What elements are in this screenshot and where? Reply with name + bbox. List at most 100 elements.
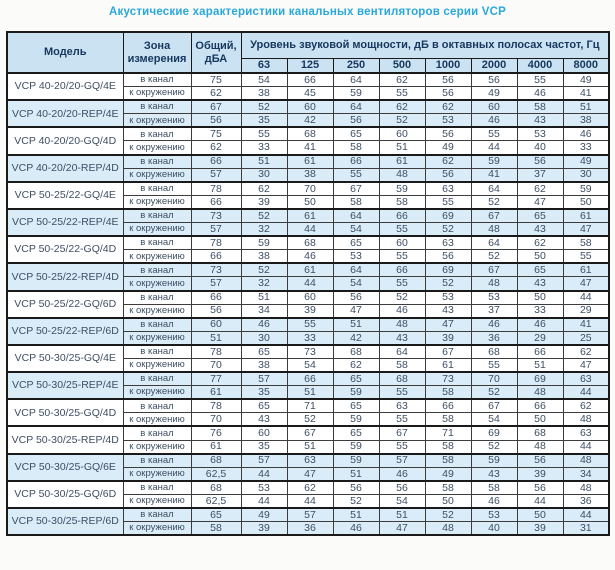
- level-cell: 52: [470, 249, 518, 264]
- level-cell: 47: [516, 194, 564, 210]
- level-cell: 56: [424, 72, 472, 88]
- level-cell: 47: [562, 357, 610, 373]
- level-cell: 66: [516, 343, 564, 359]
- level-cell: 49: [562, 153, 610, 169]
- level-cell: 51: [240, 289, 288, 305]
- table-row: VCP 50-25/22-GQ/4D в канал 78 59 68 65 60 63 64 6…: [6, 235, 610, 264]
- level-cell: 59: [470, 452, 518, 468]
- level-cell: 63: [286, 452, 334, 468]
- level-cell: 32: [240, 276, 288, 291]
- table-row: VCP 50-25/22-REP/4E в канал 73 52 61 64 66 69 67…: [6, 207, 610, 237]
- level-cell: 55: [378, 276, 426, 291]
- level-cell: 64: [378, 343, 426, 359]
- level-cell: 70: [470, 371, 518, 387]
- model-cell: VCP 50-30/25-GQ/6D: [6, 479, 124, 509]
- total-dba-cell: 57: [190, 167, 242, 183]
- level-cell: 65: [240, 398, 288, 414]
- level-cell: 64: [470, 180, 518, 196]
- level-cell: 47: [562, 222, 610, 237]
- total-dba-cell: 73: [190, 262, 242, 278]
- level-cell: 55: [470, 357, 518, 373]
- level-cell: 56: [516, 479, 564, 495]
- zone-cell: к окружению: [122, 303, 192, 319]
- zone-cell: к окружению: [122, 86, 192, 101]
- level-cell: 54: [378, 493, 426, 509]
- level-cell: 56: [332, 113, 380, 128]
- level-cell: 50: [562, 194, 610, 210]
- header-row-main: Модель Зона измерения Общий, дБА Уровень…: [6, 31, 610, 74]
- zone-cell: в канал: [122, 425, 192, 441]
- level-cell: 58: [424, 452, 472, 468]
- model-cell: VCP 50-30/25-GQ/6E: [6, 452, 124, 482]
- level-cell: 68: [332, 343, 380, 359]
- level-cell: 66: [516, 398, 564, 414]
- level-cell: 47: [286, 466, 334, 482]
- header-freq-500: 500: [378, 57, 426, 74]
- level-cell: 55: [378, 385, 426, 400]
- level-cell: 65: [516, 207, 564, 224]
- level-cell: 36: [562, 493, 610, 509]
- level-cell: 54: [332, 276, 380, 291]
- table-row: VCP 50-30/25-REP/4E в канал 77 57 66 65 68 73 70…: [6, 371, 610, 400]
- level-cell: 59: [240, 235, 288, 251]
- level-cell: 47: [332, 303, 380, 319]
- level-cell: 59: [378, 180, 426, 196]
- level-cell: 63: [378, 398, 426, 414]
- level-cell: 31: [562, 521, 610, 536]
- level-cell: 65: [332, 126, 380, 142]
- level-cell: 68: [470, 343, 518, 359]
- zone-cell: в канал: [122, 316, 192, 332]
- level-cell: 38: [562, 113, 610, 128]
- total-dba-cell: 66: [190, 289, 242, 305]
- level-cell: 36: [286, 521, 334, 536]
- level-cell: 58: [424, 412, 472, 427]
- level-cell: 47: [424, 316, 472, 332]
- level-cell: 62: [562, 398, 610, 414]
- acoustic-characteristics-table: Модель Зона измерения Общий, дБА Уровень…: [6, 31, 611, 537]
- zone-cell: в канал: [122, 398, 192, 414]
- zone-cell: к окружению: [122, 222, 192, 237]
- total-dba-cell: 62,5: [190, 466, 242, 482]
- level-cell: 53: [516, 126, 564, 142]
- level-cell: 43: [516, 276, 564, 291]
- level-cell: 65: [332, 235, 380, 251]
- level-cell: 54: [332, 222, 380, 237]
- total-dba-cell: 68: [190, 479, 242, 495]
- level-cell: 58: [332, 194, 380, 210]
- level-cell: 38: [286, 167, 334, 183]
- table-row: VCP 50-30/25-GQ/4D в канал 78 65 71 65 63 66 67 6…: [6, 398, 610, 427]
- zone-cell: в канал: [122, 371, 192, 387]
- level-cell: 51: [286, 385, 334, 400]
- level-cell: 62: [424, 99, 472, 115]
- level-cell: 59: [332, 452, 380, 468]
- level-cell: 55: [378, 439, 426, 455]
- level-cell: 61: [562, 262, 610, 278]
- level-cell: 30: [562, 167, 610, 183]
- level-cell: 39: [424, 330, 472, 346]
- level-cell: 43: [424, 303, 472, 319]
- level-cell: 42: [286, 113, 334, 128]
- total-dba-cell: 75: [190, 72, 242, 88]
- total-dba-cell: 61: [190, 385, 242, 400]
- level-cell: 60: [378, 126, 426, 142]
- zone-cell: к окружению: [122, 385, 192, 400]
- total-dba-cell: 70: [190, 357, 242, 373]
- level-cell: 35: [240, 385, 288, 400]
- level-cell: 56: [424, 167, 472, 183]
- total-dba-cell: 77: [190, 371, 242, 387]
- table-row: VCP 50-30/25-REP/6D в канал 65 49 57 51 51 52 53…: [6, 506, 610, 536]
- level-cell: 32: [240, 222, 288, 237]
- level-cell: 69: [424, 262, 472, 278]
- level-cell: 50: [286, 194, 334, 210]
- total-dba-cell: 70: [190, 412, 242, 427]
- total-dba-cell: 66: [190, 194, 242, 210]
- header-freq-8000: 8000: [562, 57, 610, 74]
- level-cell: 46: [470, 316, 518, 332]
- level-cell: 64: [470, 235, 518, 251]
- level-cell: 64: [332, 207, 380, 224]
- level-cell: 48: [378, 167, 426, 183]
- total-dba-cell: 75: [190, 126, 242, 142]
- level-cell: 41: [562, 86, 610, 101]
- zone-cell: к окружению: [122, 357, 192, 373]
